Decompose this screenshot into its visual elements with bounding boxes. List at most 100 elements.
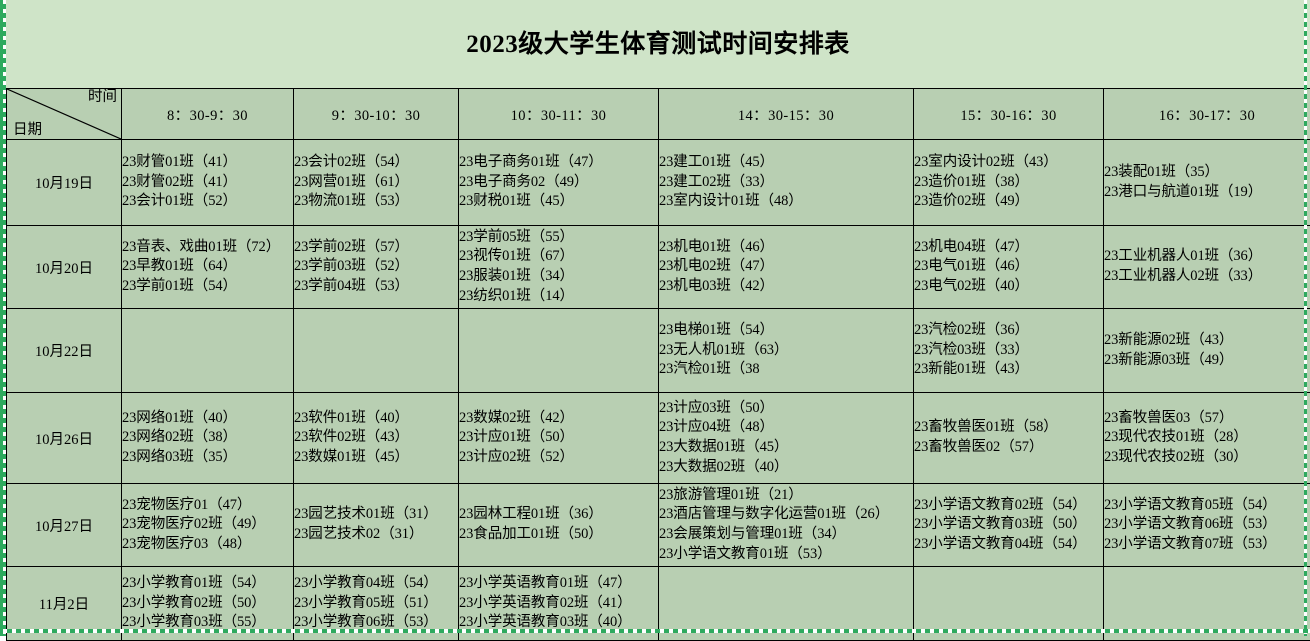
class-entry: 23机电02班（47） — [659, 257, 913, 277]
class-entry: 23食品加工01班（50） — [459, 525, 658, 545]
class-entry: 23大数据02班（40） — [659, 458, 913, 478]
class-list-cell[interactable]: 23电梯01班（54）23无人机01班（63）23汽检01班（38 — [659, 309, 914, 393]
class-entry: 23小学语文教育05班（54） — [1104, 496, 1310, 516]
class-entry: 23计应03班（50） — [659, 399, 913, 419]
class-entry: 23园艺技术02（31） — [294, 525, 458, 545]
time-slot-header-4: 14：30-15：30 — [659, 89, 914, 140]
date-cell[interactable]: 10月27日 — [7, 484, 122, 567]
time-slot-header-5: 15：30-16：30 — [914, 89, 1104, 140]
title-band: 2023级大学生体育测试时间安排表 — [6, 0, 1310, 88]
class-entry: 23无人机01班（63） — [659, 341, 913, 361]
class-entry: 23学前03班（52） — [294, 257, 458, 277]
table-header: 时间 日期 8：30-9：30 9：30-10：30 10：30-11：30 1… — [7, 89, 1310, 140]
class-list-cell[interactable]: 23会计02班（54）23网营01班（61）23物流01班（53） — [294, 140, 459, 226]
time-slot-header-2: 9：30-10：30 — [294, 89, 459, 140]
class-entry: 23酒店管理与数字化运营01班（26） — [659, 505, 913, 525]
class-list-cell[interactable]: 23工业机器人01班（36）23工业机器人02班（33） — [1104, 226, 1310, 309]
class-entry: 23现代农技02班（30） — [1104, 448, 1310, 468]
class-list-cell[interactable]: 23宠物医疗01（47）23宠物医疗02班（49）23宠物医疗03（48） — [122, 484, 294, 567]
class-entry: 23园林工程01班（36） — [459, 505, 658, 525]
class-list-cell[interactable]: 23园林工程01班（36）23食品加工01班（50） — [459, 484, 659, 567]
class-entry: 23畜牧兽医02（57） — [914, 438, 1103, 458]
class-entry: 23学前02班（57） — [294, 238, 458, 258]
class-entry: 23财税01班（45） — [459, 192, 658, 212]
class-entry: 23小学语文教育06班（53） — [1104, 515, 1310, 535]
class-list-cell[interactable]: 23小学语文教育02班（54）23小学语文教育03班（50）23小学语文教育04… — [914, 484, 1104, 567]
class-list-cell[interactable]: 23小学教育01班（54）23小学教育02班（50）23小学教育03班（55） — [122, 567, 294, 641]
class-entry: 23室内设计01班（48） — [659, 192, 913, 212]
class-entry: 23视传01班（67） — [459, 247, 658, 267]
class-list-cell[interactable]: 23建工01班（45）23建工02班（33）23室内设计01班（48） — [659, 140, 914, 226]
class-entry: 23财管02班（41） — [122, 173, 293, 193]
class-entry: 23小学语文教育01班（53） — [659, 545, 913, 565]
date-cell[interactable]: 10月20日 — [7, 226, 122, 309]
class-list-cell[interactable]: 23室内设计02班（43）23造价01班（38）23造价02班（49） — [914, 140, 1104, 226]
class-entry: 23小学语文教育07班（53） — [1104, 535, 1310, 555]
class-entry: 23电子商务01班（47） — [459, 153, 658, 173]
class-list-cell[interactable]: 23学前02班（57）23学前03班（52）23学前04班（53） — [294, 226, 459, 309]
class-entry: 23小学教育02班（50） — [122, 594, 293, 614]
class-entry: 23纺织01班（14） — [459, 287, 658, 307]
class-list-cell[interactable]: 23小学语文教育05班（54）23小学语文教育06班（53）23小学语文教育07… — [1104, 484, 1310, 567]
date-cell[interactable]: 10月22日 — [7, 309, 122, 393]
class-list-cell[interactable]: 23畜牧兽医01班（58）23畜牧兽医02（57） — [914, 393, 1104, 484]
time-slot-header-3: 10：30-11：30 — [459, 89, 659, 140]
class-list-cell[interactable]: 23机电01班（46）23机电02班（47）23机电03班（42） — [659, 226, 914, 309]
class-list-cell[interactable]: 23财管01班（41）23财管02班（41）23会计01班（52） — [122, 140, 294, 226]
date-cell[interactable]: 11月2日 — [7, 567, 122, 641]
class-entry: 23软件01班（40） — [294, 409, 458, 429]
class-list-cell[interactable]: 23装配01班（35）23港口与航道01班（19） — [1104, 140, 1310, 226]
class-entry: 23小学教育06班（53） — [294, 613, 458, 633]
corner-date-label: 日期 — [13, 123, 42, 138]
class-entry: 23港口与航道01班（19） — [1104, 183, 1310, 203]
class-entry: 23网络02班（38） — [122, 428, 293, 448]
class-list-cell[interactable]: 23小学教育04班（54）23小学教育05班（51）23小学教育06班（53） — [294, 567, 459, 641]
class-entry: 23机电03班（42） — [659, 277, 913, 297]
class-entry: 23工业机器人02班（33） — [1104, 267, 1310, 287]
class-entry: 23汽检03班（33） — [914, 341, 1103, 361]
header-row: 时间 日期 8：30-9：30 9：30-10：30 10：30-11：30 1… — [7, 89, 1310, 140]
class-list-cell[interactable]: 23计应03班（50）23计应04班（48）23大数据01班（45）23大数据0… — [659, 393, 914, 484]
class-entry: 23宠物医疗03（48） — [122, 535, 293, 555]
class-list-cell[interactable]: 23机电04班（47）23电气01班（46）23电气02班（40） — [914, 226, 1104, 309]
class-entry: 23电子商务02（49） — [459, 173, 658, 193]
class-entry: 23新能01班（43） — [914, 360, 1103, 380]
class-entry: 23汽检02班（36） — [914, 321, 1103, 341]
class-list-cell[interactable] — [659, 567, 914, 641]
class-entry: 23计应04班（48） — [659, 418, 913, 438]
class-entry: 23现代农技01班（28） — [1104, 428, 1310, 448]
class-list-cell[interactable]: 23新能源02班（43）23新能源03班（49） — [1104, 309, 1310, 393]
class-list-cell[interactable]: 23网络01班（40）23网络02班（38）23网络03班（35） — [122, 393, 294, 484]
class-list-cell[interactable]: 23电子商务01班（47）23电子商务02（49）23财税01班（45） — [459, 140, 659, 226]
date-cell[interactable]: 10月19日 — [7, 140, 122, 226]
class-list-cell[interactable] — [294, 309, 459, 393]
schedule-table: 时间 日期 8：30-9：30 9：30-10：30 10：30-11：30 1… — [6, 88, 1310, 641]
class-entry: 23音表、戏曲01班（72） — [122, 238, 293, 258]
class-list-cell[interactable]: 23旅游管理01班（21）23酒店管理与数字化运营01班（26）23会展策划与管… — [659, 484, 914, 567]
class-entry: 23网络01班（40） — [122, 409, 293, 429]
class-list-cell[interactable]: 23汽检02班（36）23汽检03班（33）23新能01班（43） — [914, 309, 1104, 393]
class-list-cell[interactable]: 23音表、戏曲01班（72）23早教01班（64）23学前01班（54） — [122, 226, 294, 309]
date-cell[interactable]: 10月26日 — [7, 393, 122, 484]
class-entry: 23装配01班（35） — [1104, 163, 1310, 183]
class-list-cell[interactable] — [914, 567, 1104, 641]
class-list-cell[interactable]: 23园艺技术01班（31）23园艺技术02（31） — [294, 484, 459, 567]
class-list-cell[interactable]: 23软件01班（40）23软件02班（43）23数媒01班（45） — [294, 393, 459, 484]
class-entry: 23小学英语教育01班（47） — [459, 574, 658, 594]
class-list-cell[interactable]: 23学前05班（55）23视传01班（67）23服装01班（34）23纺织01班… — [459, 226, 659, 309]
class-entry: 23软件02班（43） — [294, 428, 458, 448]
class-entry: 23宠物医疗02班（49） — [122, 515, 293, 535]
class-list-cell[interactable]: 23畜牧兽医03（57）23现代农技01班（28）23现代农技02班（30） — [1104, 393, 1310, 484]
class-entry: 23学前05班（55） — [459, 228, 658, 248]
class-entry: 23小学教育05班（51） — [294, 594, 458, 614]
class-list-cell[interactable] — [122, 309, 294, 393]
class-entry: 23网营01班（61） — [294, 173, 458, 193]
class-list-cell[interactable]: 23小学英语教育01班（47）23小学英语教育02班（41）23小学英语教育03… — [459, 567, 659, 641]
class-list-cell[interactable]: 23数媒02班（42）23计应01班（50）23计应02班（52） — [459, 393, 659, 484]
class-list-cell[interactable] — [459, 309, 659, 393]
class-list-cell[interactable] — [1104, 567, 1310, 641]
